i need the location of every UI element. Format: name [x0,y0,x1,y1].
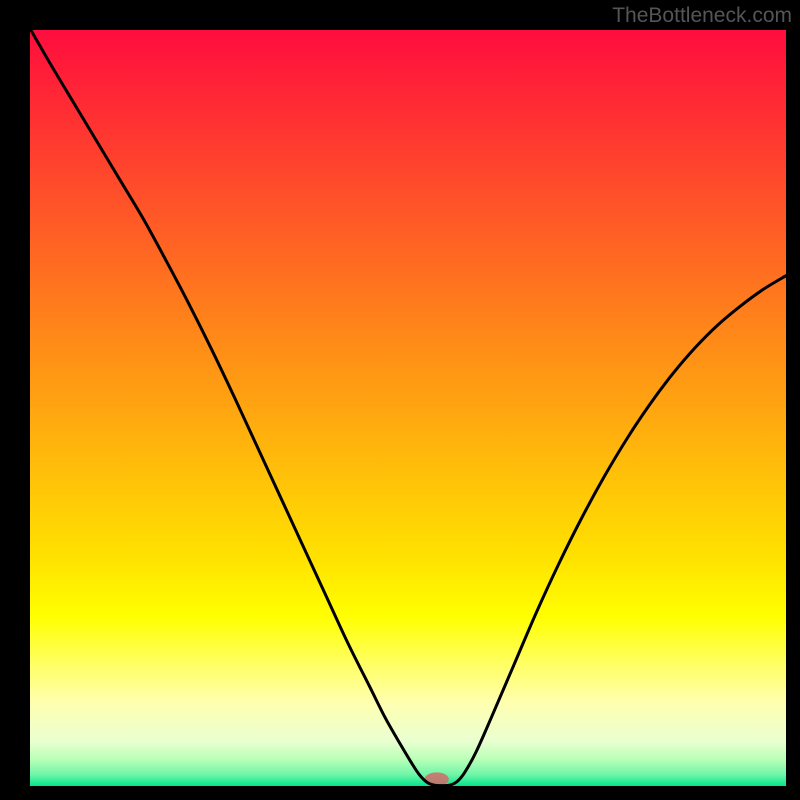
bottleneck-chart [0,0,800,800]
chart-container: TheBottleneck.com [0,0,800,800]
plot-area [30,30,786,786]
watermark-text: TheBottleneck.com [612,4,792,28]
